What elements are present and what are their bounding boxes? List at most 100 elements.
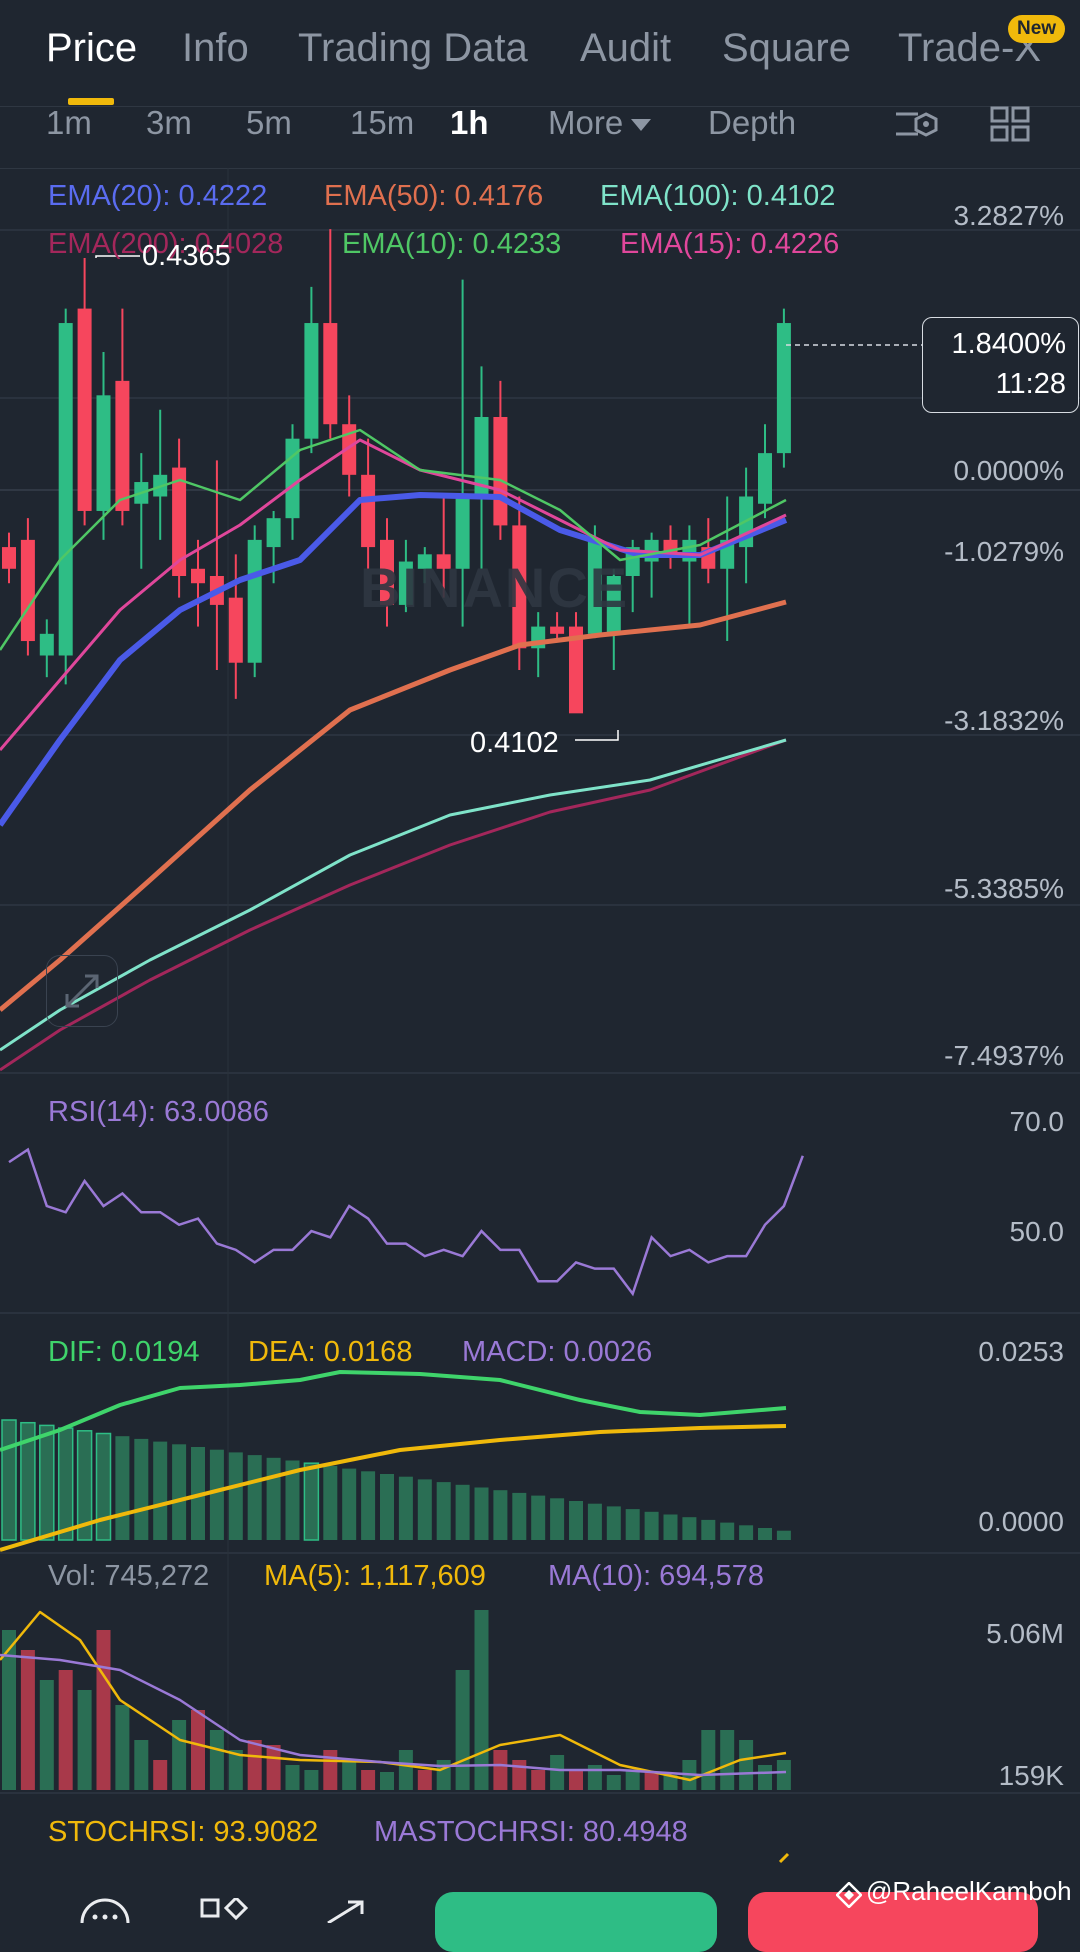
volume-bar: [720, 1730, 735, 1790]
volume-axis-max: 5.06M: [986, 1618, 1064, 1649]
volume-bar: [304, 1770, 319, 1790]
macd-legend: MACD: 0.0026: [462, 1336, 653, 1368]
volume-bar: [58, 1670, 73, 1790]
candle-body: [606, 576, 621, 634]
macd-histogram-bar: [380, 1474, 394, 1540]
mastochrsi-legend: MASTOCHRSI: 80.4948: [374, 1816, 688, 1848]
tab-trading-data[interactable]: Trading Data: [298, 26, 528, 70]
low-marker-line: [575, 730, 619, 741]
buy-button[interactable]: [435, 1892, 717, 1952]
macd-axis-top: 0.0253: [978, 1336, 1064, 1367]
volume-bar: [266, 1745, 281, 1790]
macd-histogram-bar: [95, 1432, 112, 1541]
macd-histogram-bar: [682, 1517, 697, 1540]
volume-bar: [285, 1765, 300, 1790]
volume-axis-min: 159K: [998, 1760, 1064, 1791]
macd-histogram-bar: [228, 1452, 243, 1540]
volume-bar: [776, 1760, 791, 1790]
macd-histogram-bar: [776, 1530, 791, 1540]
macd-histogram-bar: [303, 1462, 320, 1541]
ma5-legend: MA(5): 1,117,609: [264, 1560, 486, 1592]
interval-1m[interactable]: 1m: [46, 104, 92, 141]
volume-bar: [247, 1740, 262, 1790]
tab-info[interactable]: Info: [182, 26, 249, 70]
dea-line: [0, 1424, 787, 1552]
binance-watermark: BINANCE: [360, 556, 630, 619]
rsi-line: [8, 1147, 804, 1297]
candle-body: [455, 496, 470, 569]
more-dropdown[interactable]: More: [548, 106, 652, 140]
candle-body: [569, 626, 583, 714]
macd-axis-zero: 0.0000: [978, 1506, 1064, 1537]
macd-histogram-bar: [569, 1501, 583, 1540]
macd-histogram-bar: [134, 1438, 149, 1540]
macd-histogram-bar: [550, 1498, 565, 1540]
ema50-line: [0, 599, 787, 1012]
tab-audit[interactable]: Audit: [580, 26, 672, 70]
macd-histogram-bar: [663, 1514, 678, 1540]
volume-bar: [20, 1650, 35, 1790]
macd-histogram-bar: [398, 1476, 413, 1540]
candle-body: [587, 539, 602, 634]
volume-bar: [380, 1772, 394, 1790]
candle-body: [436, 554, 451, 569]
macd-histogram-bar: [474, 1487, 489, 1540]
expand-chart-button[interactable]: [46, 955, 118, 1027]
tab-square[interactable]: Square: [722, 26, 851, 70]
credit-text: @RaheelKamboh: [866, 1876, 1072, 1906]
indicator-settings-icon[interactable]: [894, 106, 940, 142]
macd-histogram-bar: [587, 1503, 602, 1540]
volume-bar: [417, 1770, 432, 1790]
interval-15m[interactable]: 15m: [350, 104, 415, 141]
more-menu-icon[interactable]: [78, 1892, 132, 1923]
interval-1h[interactable]: 1h: [450, 104, 489, 141]
volume-bar: [153, 1760, 168, 1790]
interval-5m[interactable]: 5m: [246, 104, 292, 141]
volume-bar: [625, 1770, 640, 1790]
macd-histogram-bar: [39, 1424, 55, 1541]
macd-histogram-bar: [323, 1465, 338, 1540]
share-icon[interactable]: [322, 1898, 370, 1923]
macd-histogram-bar: [758, 1528, 772, 1540]
stochrsi-line: [778, 1852, 790, 1864]
candle-body: [380, 539, 394, 605]
volume-ma10-line: [0, 1653, 787, 1777]
macd-histogram-bar: [625, 1509, 640, 1540]
rsi-axis-70: 70.0: [1009, 1106, 1065, 1137]
candle-body: [550, 626, 565, 634]
apps-icon[interactable]: [200, 1898, 250, 1923]
macd-histogram-bar: [172, 1444, 187, 1540]
candle-body: [342, 424, 357, 475]
candle-body: [512, 525, 527, 649]
macd-histogram-bar: [644, 1511, 659, 1540]
macd-histogram-bar: [436, 1482, 451, 1540]
macd-histogram-bar: [115, 1436, 130, 1540]
interval-3m[interactable]: 3m: [146, 104, 192, 141]
volume-bar: [663, 1775, 678, 1790]
macd-histogram-bar: [342, 1468, 357, 1540]
dif-line: [0, 1370, 787, 1452]
volume-legend: Vol: 745,272: [48, 1560, 210, 1592]
axis-label: 0.0000%: [953, 455, 1064, 486]
macd-histogram-bar: [361, 1471, 376, 1540]
volume-bar: [436, 1760, 451, 1790]
price-chart[interactable]: [0, 168, 1080, 1898]
volume-bar: [342, 1760, 357, 1790]
volume-bar: [569, 1770, 583, 1790]
macd-histogram-bar: [285, 1460, 300, 1540]
candle-body: [758, 453, 772, 504]
candle-body: [228, 597, 243, 663]
ema100-line: [0, 738, 787, 1052]
volume-bar: [531, 1770, 546, 1790]
volume-bar: [77, 1690, 92, 1790]
volume-bar: [474, 1610, 489, 1790]
macd-histogram-bar: [720, 1522, 735, 1540]
depth-tab[interactable]: Depth: [708, 104, 797, 141]
tab-price[interactable]: Price: [46, 26, 138, 70]
ema15-line: [0, 438, 787, 751]
layout-grid-icon[interactable]: [990, 106, 1030, 142]
candle-body: [96, 395, 111, 511]
volume-bar: [550, 1755, 565, 1790]
dif-legend: DIF: 0.0194: [48, 1336, 200, 1368]
macd-histogram-bar: [247, 1455, 262, 1540]
